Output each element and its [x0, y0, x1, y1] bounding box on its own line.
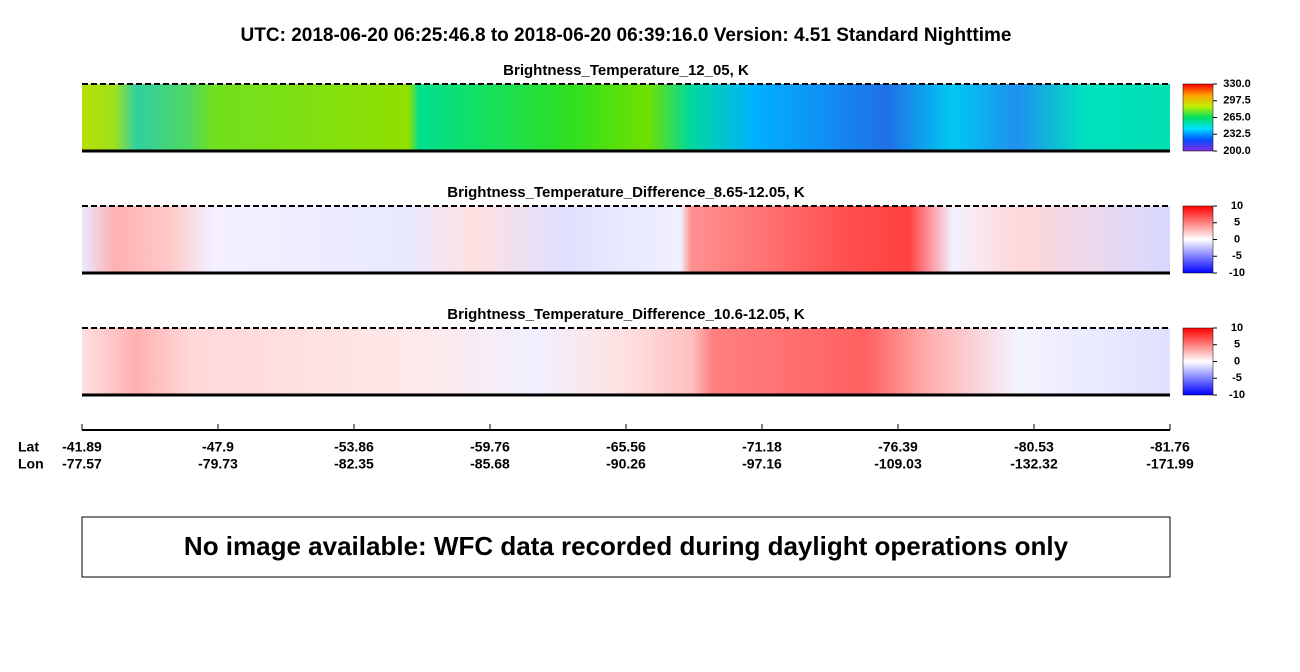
- lon-label: -171.99: [1146, 456, 1194, 472]
- lat-label: -80.53: [1014, 439, 1054, 455]
- colorbar-tick-label: 232.5: [1223, 128, 1251, 140]
- colorbar-tick-label: 5: [1234, 217, 1240, 229]
- colorbar-tick-label: 5: [1234, 339, 1240, 351]
- panel-title: Brightness_Temperature_12_05, K: [503, 62, 749, 79]
- colorbar-tick-label: 200.0: [1223, 145, 1251, 157]
- notice-box: [81, 516, 1171, 578]
- lon-label: -77.57: [62, 456, 102, 472]
- lon-label: -85.68: [470, 456, 510, 472]
- panel-title: Brightness_Temperature_Difference_8.65-1…: [447, 184, 805, 201]
- colorbar-tick-label: 265.0: [1223, 111, 1251, 123]
- lat-label: -71.18: [742, 439, 782, 455]
- lon-label: -109.03: [874, 456, 922, 472]
- colorbar: [1182, 205, 1214, 274]
- panel-title: Brightness_Temperature_Difference_10.6-1…: [447, 306, 805, 323]
- lon-label: -82.35: [334, 456, 374, 472]
- lon-label: -132.32: [1010, 456, 1058, 472]
- colorbar-tick-label: 10: [1231, 200, 1243, 212]
- row-label: Lon: [18, 456, 44, 472]
- page-title: UTC: 2018-06-20 06:25:46.8 to 2018-06-20…: [241, 25, 1012, 46]
- swath-image: [82, 328, 1170, 395]
- colorbar-tick-label: -5: [1232, 372, 1242, 384]
- lat-label: -81.76: [1150, 439, 1190, 455]
- lat-label: -65.56: [606, 439, 646, 455]
- colorbar-tick-label: 10: [1231, 322, 1243, 334]
- colorbar-tick-label: -5: [1232, 250, 1242, 262]
- colorbar: [1182, 83, 1214, 152]
- swath-image: [82, 84, 1170, 151]
- lat-label: -76.39: [878, 439, 918, 455]
- colorbar-tick-label: 0: [1234, 355, 1240, 367]
- lat-label: -41.89: [62, 439, 102, 455]
- lat-label: -53.86: [334, 439, 374, 455]
- lon-label: -90.26: [606, 456, 646, 472]
- row-label: Lat: [18, 439, 39, 455]
- colorbar-tick-label: 0: [1234, 233, 1240, 245]
- lat-label: -47.9: [202, 439, 234, 455]
- colorbar: [1182, 327, 1214, 396]
- notice: No image available: WFC data recorded du…: [184, 531, 1069, 561]
- lon-label: -79.73: [198, 456, 238, 472]
- lat-label: -59.76: [470, 439, 510, 455]
- colorbar-tick-label: 297.5: [1223, 95, 1251, 107]
- colorbar-tick-label: -10: [1229, 389, 1245, 401]
- lon-label: -97.16: [742, 456, 782, 472]
- colorbar-tick-label: 330.0: [1223, 78, 1251, 90]
- colorbar-tick-label: -10: [1229, 267, 1245, 279]
- swath-image: [82, 206, 1170, 273]
